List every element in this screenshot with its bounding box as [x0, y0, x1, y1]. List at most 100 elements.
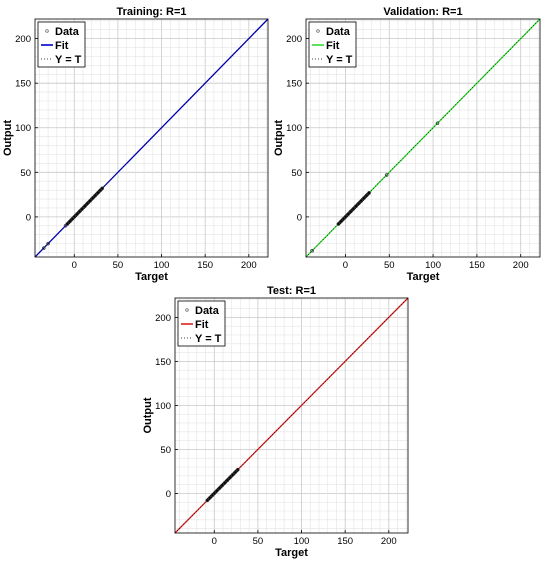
training-data-point [93, 193, 97, 198]
training-data-point [75, 212, 79, 216]
validation-data-point [346, 212, 350, 216]
test-legend: Data Fit Y = T [177, 300, 226, 347]
training-legend: Data Fit Y = T [37, 21, 86, 68]
test-grid [175, 298, 408, 533]
training-ylabel: Output [2, 120, 14, 156]
training-ytick-label: 100 [15, 123, 31, 134]
validation-data-cluster [336, 191, 371, 226]
validation-ytick-label: 0 [297, 212, 302, 223]
training-data-point [41, 246, 46, 250]
training-data-point [63, 224, 68, 228]
training-panel: 0 50 100 150 200 0 50 100 150 200 Training: R=1 Tar… [2, 6, 269, 283]
validation-legend-data-marker [316, 29, 320, 33]
test-ylabel: Output [142, 397, 154, 433]
training-axes-box [34, 18, 269, 258]
training-data-point [100, 186, 104, 191]
training-data-point [82, 204, 87, 208]
test-xlabel: Target [275, 547, 308, 559]
training-data-point [68, 219, 72, 224]
training-data-point [65, 222, 70, 226]
validation-data-point [348, 209, 353, 214]
training-xtick-label: 100 [154, 260, 170, 271]
test-data-point [220, 483, 224, 488]
test-data-point [210, 493, 215, 497]
validation-legend-data-label: Data [326, 26, 351, 38]
training-data-point [98, 188, 103, 192]
test-ytick-label: 150 [155, 357, 171, 368]
training-xtick-label: 0 [72, 260, 77, 271]
training-data-point [77, 209, 82, 214]
training-ytick-label: 0 [26, 212, 31, 223]
training-data-point [80, 207, 84, 211]
training-legend-data-label: Data [55, 26, 80, 38]
validation-data-point [362, 196, 366, 200]
validation-data-point [435, 121, 440, 126]
test-legend-fit-label: Fit [195, 319, 209, 331]
training-xtick-label: 50 [113, 260, 124, 271]
test-data-point [205, 498, 210, 503]
validation-data-point [359, 199, 363, 203]
test-xtick-label: 150 [337, 536, 353, 547]
validation-data-point [343, 215, 348, 219]
training-title: Training: R=1 [117, 6, 187, 18]
validation-panel: 0 50 100 150 200 0 50 100 150 200 Validation: R=1 T… [273, 6, 541, 283]
training-ytick-label: 150 [15, 79, 31, 90]
test-legend-identity-label: Y = T [195, 333, 222, 345]
test-data-point [217, 486, 222, 490]
test-xtick-label: 200 [381, 536, 397, 547]
test-ytick-label: 50 [160, 445, 171, 456]
training-xtick-label: 150 [197, 260, 213, 271]
validation-legend-identity-label: Y = T [326, 54, 353, 66]
test-xtick-label: 100 [294, 536, 310, 547]
validation-xtick-label: 50 [384, 260, 395, 271]
test-data-point [236, 467, 240, 472]
validation-title: Validation: R=1 [383, 6, 462, 18]
test-data-point [212, 491, 217, 496]
validation-xlabel: Target [407, 271, 440, 283]
test-panel: 0 50 100 150 200 0 50 100 150 200 Test: R=1 Target O… [142, 285, 409, 559]
training-data-point [96, 191, 100, 195]
validation-legend-box [308, 21, 357, 68]
test-legend-data-marker [185, 308, 189, 312]
validation-ytick-label: 150 [286, 79, 302, 90]
test-data-point [228, 475, 232, 480]
test-data-point [222, 481, 227, 485]
training-data-point [46, 241, 50, 246]
training-data-point [90, 196, 95, 200]
validation-grid [306, 19, 540, 257]
validation-data-point [310, 249, 314, 253]
test-ytick-label: 200 [155, 313, 171, 324]
training-data-point [88, 199, 92, 203]
test-data-point [225, 478, 230, 482]
validation-data-point [384, 173, 389, 177]
training-data-point [70, 216, 75, 221]
validation-xtick-label: 100 [425, 260, 441, 271]
validation-data-point [351, 207, 356, 211]
test-data-point [230, 473, 235, 477]
validation-data-point [367, 191, 371, 195]
test-legend-data-label: Data [195, 305, 220, 317]
test-axes-box [174, 297, 409, 534]
training-data-point [85, 201, 90, 206]
validation-ytick-label: 50 [291, 168, 302, 179]
test-ytick-label: 100 [155, 401, 171, 412]
validation-ylabel: Output [273, 120, 285, 156]
training-legend-identity-label: Y = T [55, 54, 82, 66]
test-xtick-label: 50 [253, 536, 264, 547]
validation-ytick-label: 200 [286, 34, 302, 45]
training-ytick-label: 200 [15, 34, 31, 45]
validation-legend: Data Fit Y = T [308, 21, 357, 68]
training-xlabel: Target [135, 271, 168, 283]
validation-data-point [356, 201, 361, 206]
validation-xtick-label: 0 [343, 260, 348, 271]
validation-ytick-label: 100 [286, 123, 302, 134]
validation-data-point [364, 193, 369, 198]
test-data-point [215, 489, 219, 493]
test-identity-line [174, 297, 409, 534]
validation-data-point [339, 219, 343, 224]
test-xtick-label: 0 [212, 536, 217, 547]
training-legend-fit-label: Fit [55, 40, 69, 52]
training-xtick-label: 200 [241, 260, 257, 271]
validation-xtick-label: 150 [469, 260, 485, 271]
training-legend-data-marker [45, 29, 49, 33]
